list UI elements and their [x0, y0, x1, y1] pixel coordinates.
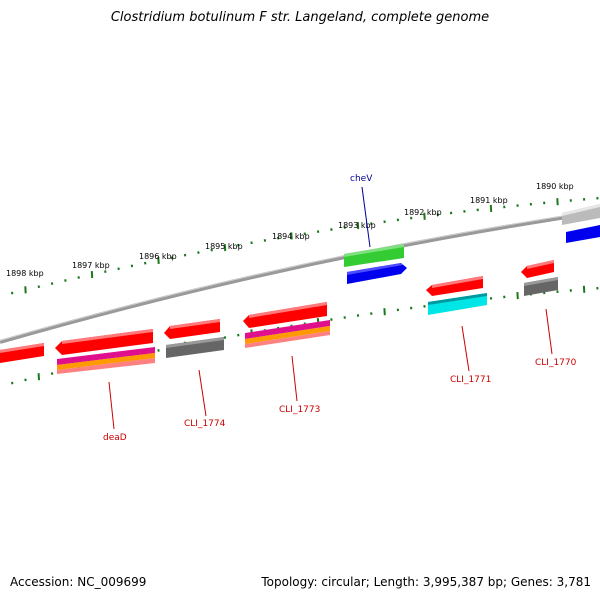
feature-red-left[interactable]	[0, 343, 44, 363]
callout-line-cli1774	[198, 369, 207, 417]
ruler-label: 1890 kbp	[536, 182, 574, 191]
feature-dead-magenta[interactable]	[57, 347, 155, 365]
genome-backbone	[0, 210, 600, 344]
feature-dead-orange[interactable]	[57, 353, 155, 370]
feature-cli1774-red[interactable]	[164, 319, 220, 339]
gene-labels: cheV deaD CLI_1774 CLI_1773 CLI_1771 CLI…	[103, 174, 577, 443]
feature-highlight	[62, 329, 153, 344]
ruler-label: 1893 kbp	[338, 221, 376, 230]
feature-highlight	[249, 302, 327, 318]
accession-text: Accession: NC_009699	[10, 575, 147, 589]
callout-line-cli1773	[291, 355, 298, 402]
ruler-label: 1897 kbp	[72, 261, 110, 270]
genome-backbone-highlight	[0, 210, 600, 341]
gene-label-cli1770[interactable]: CLI_1770	[535, 358, 577, 368]
feature-highlight	[527, 260, 554, 269]
genome-summary-text: Topology: circular; Length: 3,995,387 bp…	[261, 575, 591, 589]
ruler-label: 1894 kbp	[272, 232, 310, 241]
feature-upper-blue[interactable]	[566, 225, 600, 243]
lower-features	[0, 260, 558, 374]
ruler-label: 1896 kbp	[139, 252, 177, 261]
ruler-label: 1895 kbp	[205, 242, 243, 251]
feature-highlight	[347, 263, 403, 275]
feature-highlight	[0, 343, 44, 353]
feature-highlight	[428, 293, 487, 305]
feature-highlight	[166, 337, 224, 348]
feature-highlight	[170, 319, 220, 329]
callout-lines	[108, 186, 553, 430]
map-title: Clostridium botulinum F str. Langeland, …	[110, 10, 490, 25]
ruler-label: 1891 kbp	[470, 196, 508, 205]
feature-chev-blue[interactable]	[347, 263, 407, 284]
ruler-label: 1898 kbp	[6, 269, 44, 278]
gene-label-cli1771[interactable]: CLI_1771	[450, 375, 491, 385]
outer-ruler	[11, 196, 599, 295]
feature-cli1773-magenta[interactable]	[245, 320, 330, 339]
feature-cli1773-pink[interactable]	[245, 331, 330, 348]
ruler-label: 1892 kbp	[404, 208, 442, 217]
upper-features	[344, 204, 600, 284]
feature-highlight	[432, 276, 483, 288]
feature-chev-green[interactable]	[344, 244, 404, 267]
gene-label-cli1773[interactable]: CLI_1773	[279, 405, 320, 415]
gene-label-dead[interactable]: deaD	[103, 433, 127, 443]
callout-line-dead	[108, 381, 115, 430]
callout-line-cli1771	[461, 325, 470, 372]
feature-highlight	[524, 277, 558, 286]
feature-cli1774-gray[interactable]	[166, 337, 224, 358]
gene-label-cli1774[interactable]: CLI_1774	[184, 419, 226, 429]
gene-label-chev[interactable]: cheV	[350, 174, 373, 184]
feature-highlight	[562, 204, 600, 216]
callout-line-cli1770	[545, 308, 553, 355]
ruler-labels: 1898 kbp 1897 kbp 1896 kbp 1895 kbp 1894…	[6, 182, 574, 278]
feature-dead-pink[interactable]	[57, 358, 155, 374]
feature-dead-red[interactable]	[55, 329, 153, 355]
feature-cli1771-cyan[interactable]	[428, 293, 487, 315]
callout-line-chev	[361, 186, 371, 248]
feature-highlight	[344, 244, 404, 257]
feature-cli1773-orange[interactable]	[245, 326, 330, 344]
